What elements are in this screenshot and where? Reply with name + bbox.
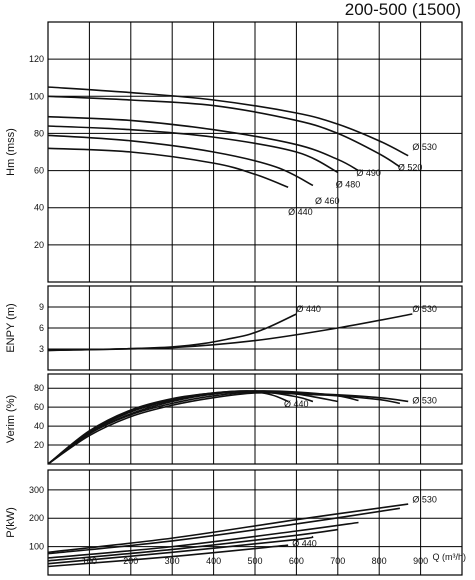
y-tick-label: 3 xyxy=(39,344,44,354)
y-tick-label: 40 xyxy=(34,203,44,213)
series-line-power xyxy=(47,521,359,559)
series-line-efficiency xyxy=(47,391,409,465)
panel-frame-power xyxy=(47,469,463,576)
series-line-power xyxy=(47,503,409,554)
series-line-power xyxy=(47,507,401,555)
y-tick-label: 80 xyxy=(34,128,44,138)
y-axis-label-npsh: ENPY (m) xyxy=(5,303,17,352)
y-tick-label: 80 xyxy=(34,383,44,393)
y-tick-label: 120 xyxy=(29,54,44,64)
y-tick-label: 300 xyxy=(29,485,44,495)
curve-label: Ø 490 xyxy=(356,168,381,178)
y-axis-label-power: P(kW) xyxy=(5,507,17,538)
series-line-efficiency xyxy=(47,390,289,465)
series-line-head xyxy=(47,115,359,172)
chart-title: 200-500 (1500) xyxy=(344,0,461,19)
y-tick-label: 20 xyxy=(34,440,44,450)
series-line-efficiency xyxy=(47,390,338,465)
curve-label: Ø 440 xyxy=(288,207,313,217)
y-tick-label: 60 xyxy=(34,166,44,176)
curve-label: Ø 530 xyxy=(412,495,437,505)
y-tick-label: 9 xyxy=(39,302,44,312)
y-axis-label-efficiency: Verim (%) xyxy=(5,395,17,443)
curve-label: Ø 530 xyxy=(412,395,437,405)
x-tick-label: 800 xyxy=(372,556,387,566)
curve-label: Ø 530 xyxy=(412,142,437,152)
x-tick-label: 200 xyxy=(123,556,138,566)
y-tick-label: 60 xyxy=(34,402,44,412)
y-axis-label-head: Hm (mss) xyxy=(5,128,17,176)
y-tick-label: 100 xyxy=(29,91,44,101)
x-tick-label: 400 xyxy=(206,556,221,566)
series-line-head xyxy=(47,95,401,168)
x-tick-label: 100 xyxy=(82,556,97,566)
y-tick-label: 6 xyxy=(39,323,44,333)
curve-label: Ø 440 xyxy=(284,399,309,409)
curve-label: Ø 530 xyxy=(412,304,437,314)
curve-label: Ø 440 xyxy=(296,304,321,314)
y-tick-label: 40 xyxy=(34,421,44,431)
panel-frame-npsh xyxy=(47,285,463,371)
series-line-head xyxy=(47,86,409,157)
curve-label: Ø 480 xyxy=(336,179,361,189)
series-line-head xyxy=(47,147,289,189)
x-tick-label: 600 xyxy=(289,556,304,566)
series-line-power xyxy=(47,535,314,565)
x-tick-label: 700 xyxy=(330,556,345,566)
series-line-power xyxy=(47,544,289,568)
series-line-power xyxy=(47,528,338,562)
x-tick-label: 300 xyxy=(165,556,180,566)
series-line-head xyxy=(47,134,314,187)
curve-label: Ø 520 xyxy=(398,163,423,173)
panel-frame-efficiency xyxy=(47,373,463,465)
x-tick-label: 900 xyxy=(413,556,428,566)
panel-frame-head xyxy=(47,21,463,283)
curve-label: Ø 440 xyxy=(292,539,317,549)
y-tick-label: 20 xyxy=(34,240,44,250)
x-axis-label: Q (m³/h) xyxy=(433,552,467,562)
series-line-npsh xyxy=(47,313,413,352)
series-line-head xyxy=(47,125,339,174)
curve-label: Ø 460 xyxy=(315,196,340,206)
series-line-efficiency xyxy=(47,391,401,465)
x-tick-label: 500 xyxy=(247,556,262,566)
y-tick-label: 100 xyxy=(29,542,44,552)
y-tick-label: 200 xyxy=(29,513,44,523)
